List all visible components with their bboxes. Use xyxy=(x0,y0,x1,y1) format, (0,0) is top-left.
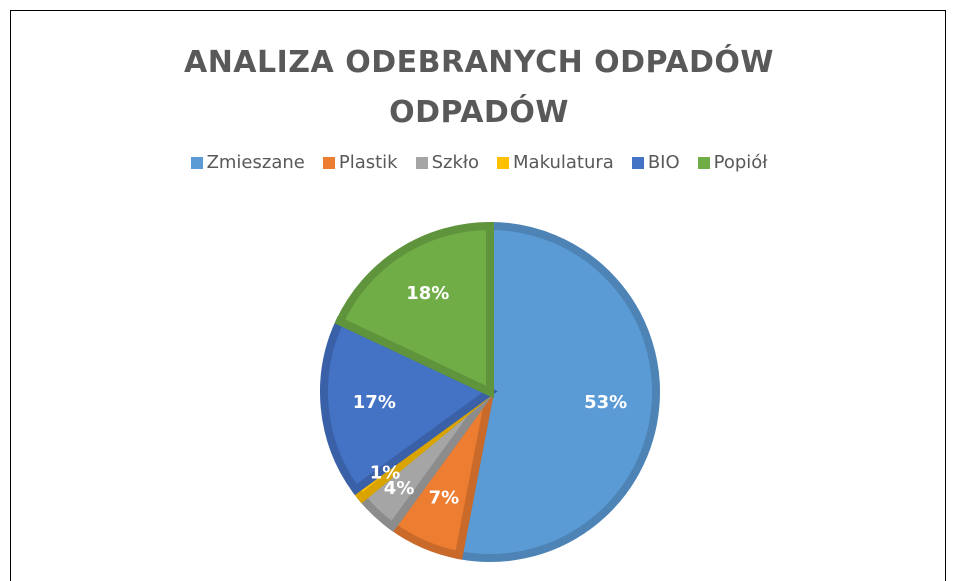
data-label: 1% xyxy=(370,462,401,483)
data-label: 18% xyxy=(406,283,449,304)
data-label: 4% xyxy=(384,478,415,499)
legend-swatch xyxy=(190,156,203,169)
legend-item: BIO xyxy=(631,152,680,173)
data-label: 17% xyxy=(353,392,396,413)
data-label: 7% xyxy=(429,488,460,509)
legend-label: Makulatura xyxy=(513,152,614,173)
chart-title: ANALIZA ODEBRANYCH ODPADÓW ODPADÓW xyxy=(183,45,774,130)
data-label: 53% xyxy=(584,392,627,413)
legend-item: Zmieszane xyxy=(190,152,305,173)
legend-label: Zmieszane xyxy=(206,152,305,173)
legend-item: Plastik xyxy=(322,152,398,173)
chart-frame xyxy=(10,10,946,581)
legend-swatch xyxy=(697,156,710,169)
legend-swatch xyxy=(497,156,510,169)
pie-slice xyxy=(320,315,498,496)
legend-swatch xyxy=(322,156,335,169)
legend-label: Popiół xyxy=(713,152,768,173)
legend-label: BIO xyxy=(647,152,680,173)
legend-item: Szkło xyxy=(415,152,480,173)
legend-swatch xyxy=(631,156,644,169)
legend-swatch xyxy=(415,156,428,169)
legend-item: Makulatura xyxy=(497,152,614,173)
legend-label: Szkło xyxy=(431,152,480,173)
pie-slice xyxy=(334,221,494,399)
legend: Zmieszane Plastik Szkło Makulatura BIO Popiół xyxy=(0,152,958,173)
legend-label: Plastik xyxy=(338,152,398,173)
legend-item: Popiół xyxy=(697,152,768,173)
pie-slice xyxy=(454,221,660,562)
